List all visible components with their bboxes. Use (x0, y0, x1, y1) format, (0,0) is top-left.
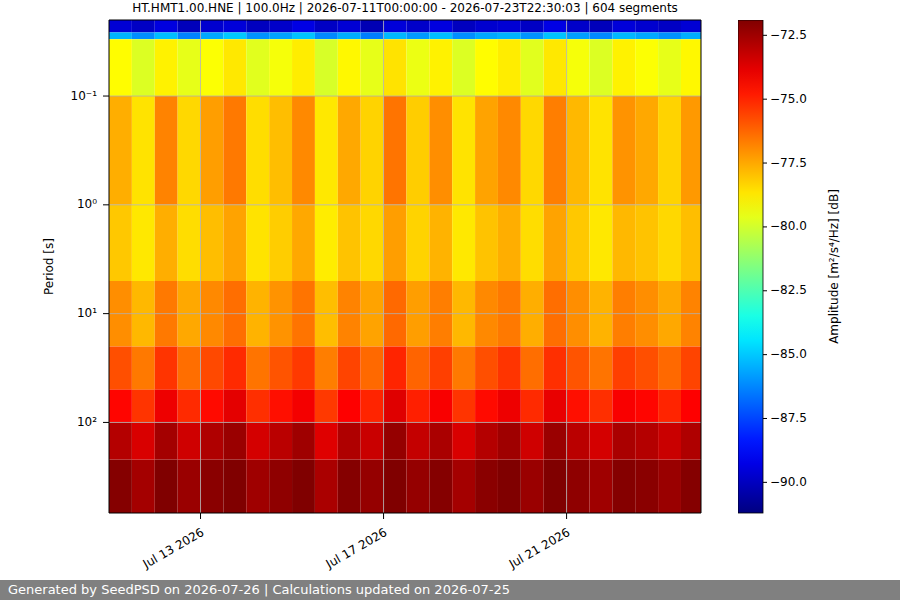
svg-text:−90.0: −90.0 (770, 475, 807, 489)
svg-text:10¹: 10¹ (77, 306, 97, 320)
svg-text:Jul 13 2026: Jul 13 2026 (140, 525, 207, 572)
html-text:HT.HMT1.00.HNE | 100.0Hz | 202: HT.HMT1.00.HNE | 100.0Hz | 2026-07-11T00… (132, 1, 678, 15)
svg-text:Jul 21 2026: Jul 21 2026 (506, 525, 573, 572)
svg-text:10²: 10² (77, 415, 97, 429)
svg-text:−87.5: −87.5 (770, 411, 807, 425)
svg-text:−72.5: −72.5 (770, 28, 807, 42)
svg-text:Period [s]: Period [s] (42, 238, 56, 295)
svg-text:10⁰: 10⁰ (77, 197, 97, 211)
svg-text:10⁻¹: 10⁻¹ (71, 89, 98, 103)
svg-text:−80.0: −80.0 (770, 219, 807, 233)
svg-text:−77.5: −77.5 (770, 156, 807, 170)
svg-text:Jul 17 2026: Jul 17 2026 (323, 525, 390, 572)
svg-text:−75.0: −75.0 (770, 92, 807, 106)
svg-text:−82.5: −82.5 (770, 283, 807, 297)
svg-text:−85.0: −85.0 (770, 347, 807, 361)
svg-text:Amplitude [m²/s⁴/Hz] [dB]: Amplitude [m²/s⁴/Hz] [dB] (827, 189, 841, 344)
html-text:Generated by SeedPSD on 2026-0: Generated by SeedPSD on 2026-07-26 | Cal… (8, 582, 510, 597)
